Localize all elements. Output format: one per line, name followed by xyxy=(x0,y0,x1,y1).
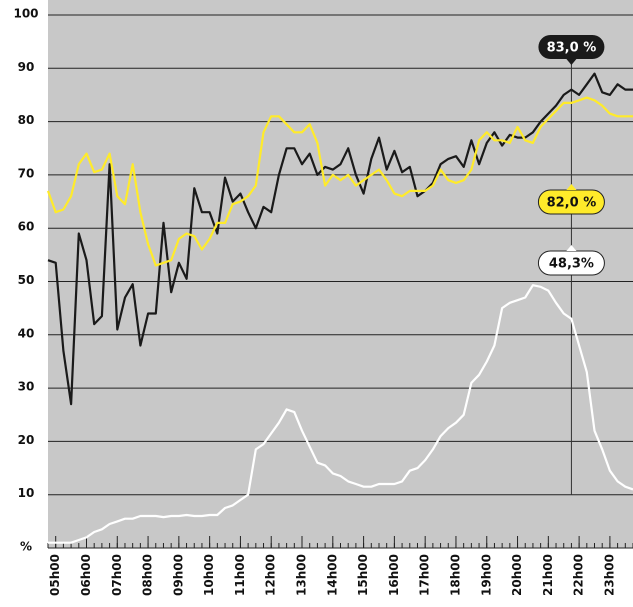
y-tick-label: 30 xyxy=(18,380,35,394)
annotation: 48,3% xyxy=(537,245,605,276)
x-tick-label: 23h00 xyxy=(602,554,616,596)
series-line xyxy=(47,72,633,406)
series-line xyxy=(46,96,633,267)
x-tick-label: 08h00 xyxy=(141,554,155,596)
y-tick-label: 100 xyxy=(13,7,38,21)
x-tick-label: 06h00 xyxy=(79,554,93,596)
x-tick-label: 15h00 xyxy=(356,554,370,596)
y-tick-label: 60 xyxy=(18,220,35,234)
annotation: 82,0 % xyxy=(537,184,605,215)
y-tick-label: 40 xyxy=(18,326,35,340)
y-tick-label: 70 xyxy=(18,166,35,180)
annotation-pointer xyxy=(566,59,577,65)
y-tick-label: 10 xyxy=(18,486,35,500)
annotation-pointer xyxy=(566,184,577,190)
x-tick-label: 07h00 xyxy=(110,554,124,596)
annotation-box xyxy=(538,35,605,59)
annotation-label: 48,3% xyxy=(549,257,594,272)
y-tick-label: % xyxy=(20,540,32,554)
x-tick-label: 11h00 xyxy=(233,554,247,596)
x-tick-label: 10h00 xyxy=(202,554,216,596)
series-line xyxy=(48,284,633,544)
x-tick-label: 22h00 xyxy=(572,554,586,596)
y-tick-label: 50 xyxy=(18,273,35,287)
annotation: 83,0 % xyxy=(538,35,605,65)
annotation-label: 83,0 % xyxy=(547,41,597,56)
y-tick-label: 80 xyxy=(18,113,35,127)
x-tick-label: 19h00 xyxy=(479,554,493,596)
x-tick-label: 09h00 xyxy=(171,554,185,596)
annotation-label: 82,0 % xyxy=(547,196,597,211)
x-tick-label: 12h00 xyxy=(264,554,278,596)
x-tick-label: 21h00 xyxy=(541,554,555,596)
x-tick-label: 20h00 xyxy=(510,554,524,596)
plot-background xyxy=(48,0,633,548)
x-tick-label: 14h00 xyxy=(325,554,339,596)
x-tick-label: 17h00 xyxy=(418,554,432,596)
x-tick-label: 05h00 xyxy=(48,554,62,596)
x-tick-label: 18h00 xyxy=(448,554,462,596)
y-tick-label: 20 xyxy=(18,433,35,447)
annotation-pointer xyxy=(566,245,577,251)
x-tick-label: 16h00 xyxy=(387,554,401,596)
y-tick-label: 90 xyxy=(18,60,35,74)
x-tick-label: 13h00 xyxy=(295,554,309,596)
